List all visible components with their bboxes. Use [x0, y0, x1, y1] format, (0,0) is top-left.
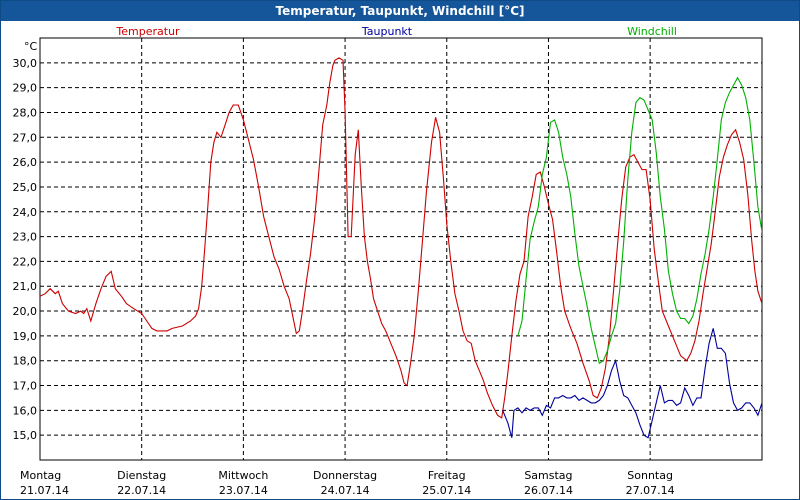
grid [40, 38, 762, 460]
y-axis: 15,0 16,0 17,0 18,0 19,0 20,0 21,0 22,0 23,0 24,0… [13, 57, 38, 442]
legend-taupunkt: Taupunkt [361, 25, 413, 38]
y-tick-label: 16,0 [13, 404, 38, 417]
y-tick-label: 24,0 [13, 206, 38, 219]
y-tick-label: 25,0 [13, 181, 38, 194]
y-tick-label: 26,0 [13, 156, 38, 169]
x-tick-day: Freitag [428, 469, 466, 482]
x-tick-date: 23.07.14 [219, 484, 268, 497]
y-axis-unit: °C [24, 40, 38, 53]
x-tick-day: Mittwoch [218, 469, 268, 482]
legend-windchill: Windchill [627, 25, 677, 38]
y-tick-label: 28,0 [13, 106, 38, 119]
plot-area [39, 37, 763, 461]
x-tick-date: 24.07.14 [321, 484, 370, 497]
y-tick-label: 15,0 [13, 429, 38, 442]
y-tick-label: 22,0 [13, 255, 38, 268]
x-tick-date: 25.07.14 [422, 484, 471, 497]
x-tick-day: Dienstag [117, 469, 166, 482]
y-tick-label: 17,0 [13, 380, 38, 393]
window-title: Temperatur, Taupunkt, Windchill [°C] [1, 1, 799, 21]
x-tick-date: 27.07.14 [626, 484, 675, 497]
y-tick-label: 23,0 [13, 231, 38, 244]
y-tick-label: 27,0 [13, 131, 38, 144]
x-tick-date: 21.07.14 [20, 484, 69, 497]
series-line-temperatur [40, 57, 762, 419]
y-tick-label: 21,0 [13, 280, 38, 293]
legend-temperatur: Temperatur [115, 25, 180, 38]
y-tick-label: 20,0 [13, 305, 38, 318]
series-line-windchill [517, 76, 762, 365]
y-tick-label: 30,0 [13, 57, 38, 70]
x-tick-day: Sonntag [627, 469, 673, 482]
x-tick-day: Montag [20, 469, 61, 482]
y-tick-label: 29,0 [13, 82, 38, 95]
y-tick-label: 18,0 [13, 355, 38, 368]
x-tick-date: 22.07.14 [117, 484, 166, 497]
legend: Temperatur Taupunkt Windchill [115, 25, 677, 38]
x-axis: Montag 21.07.14 Dienstag 22.07.14 Mittwoch 23… [20, 469, 675, 497]
x-tick-day: Samstag [524, 469, 572, 482]
y-tick-label: 19,0 [13, 330, 38, 343]
series-lines [40, 57, 762, 439]
series-line-taupunkt [502, 328, 762, 439]
x-tick-day: Donnerstag [313, 469, 377, 482]
x-tick-date: 26.07.14 [524, 484, 573, 497]
